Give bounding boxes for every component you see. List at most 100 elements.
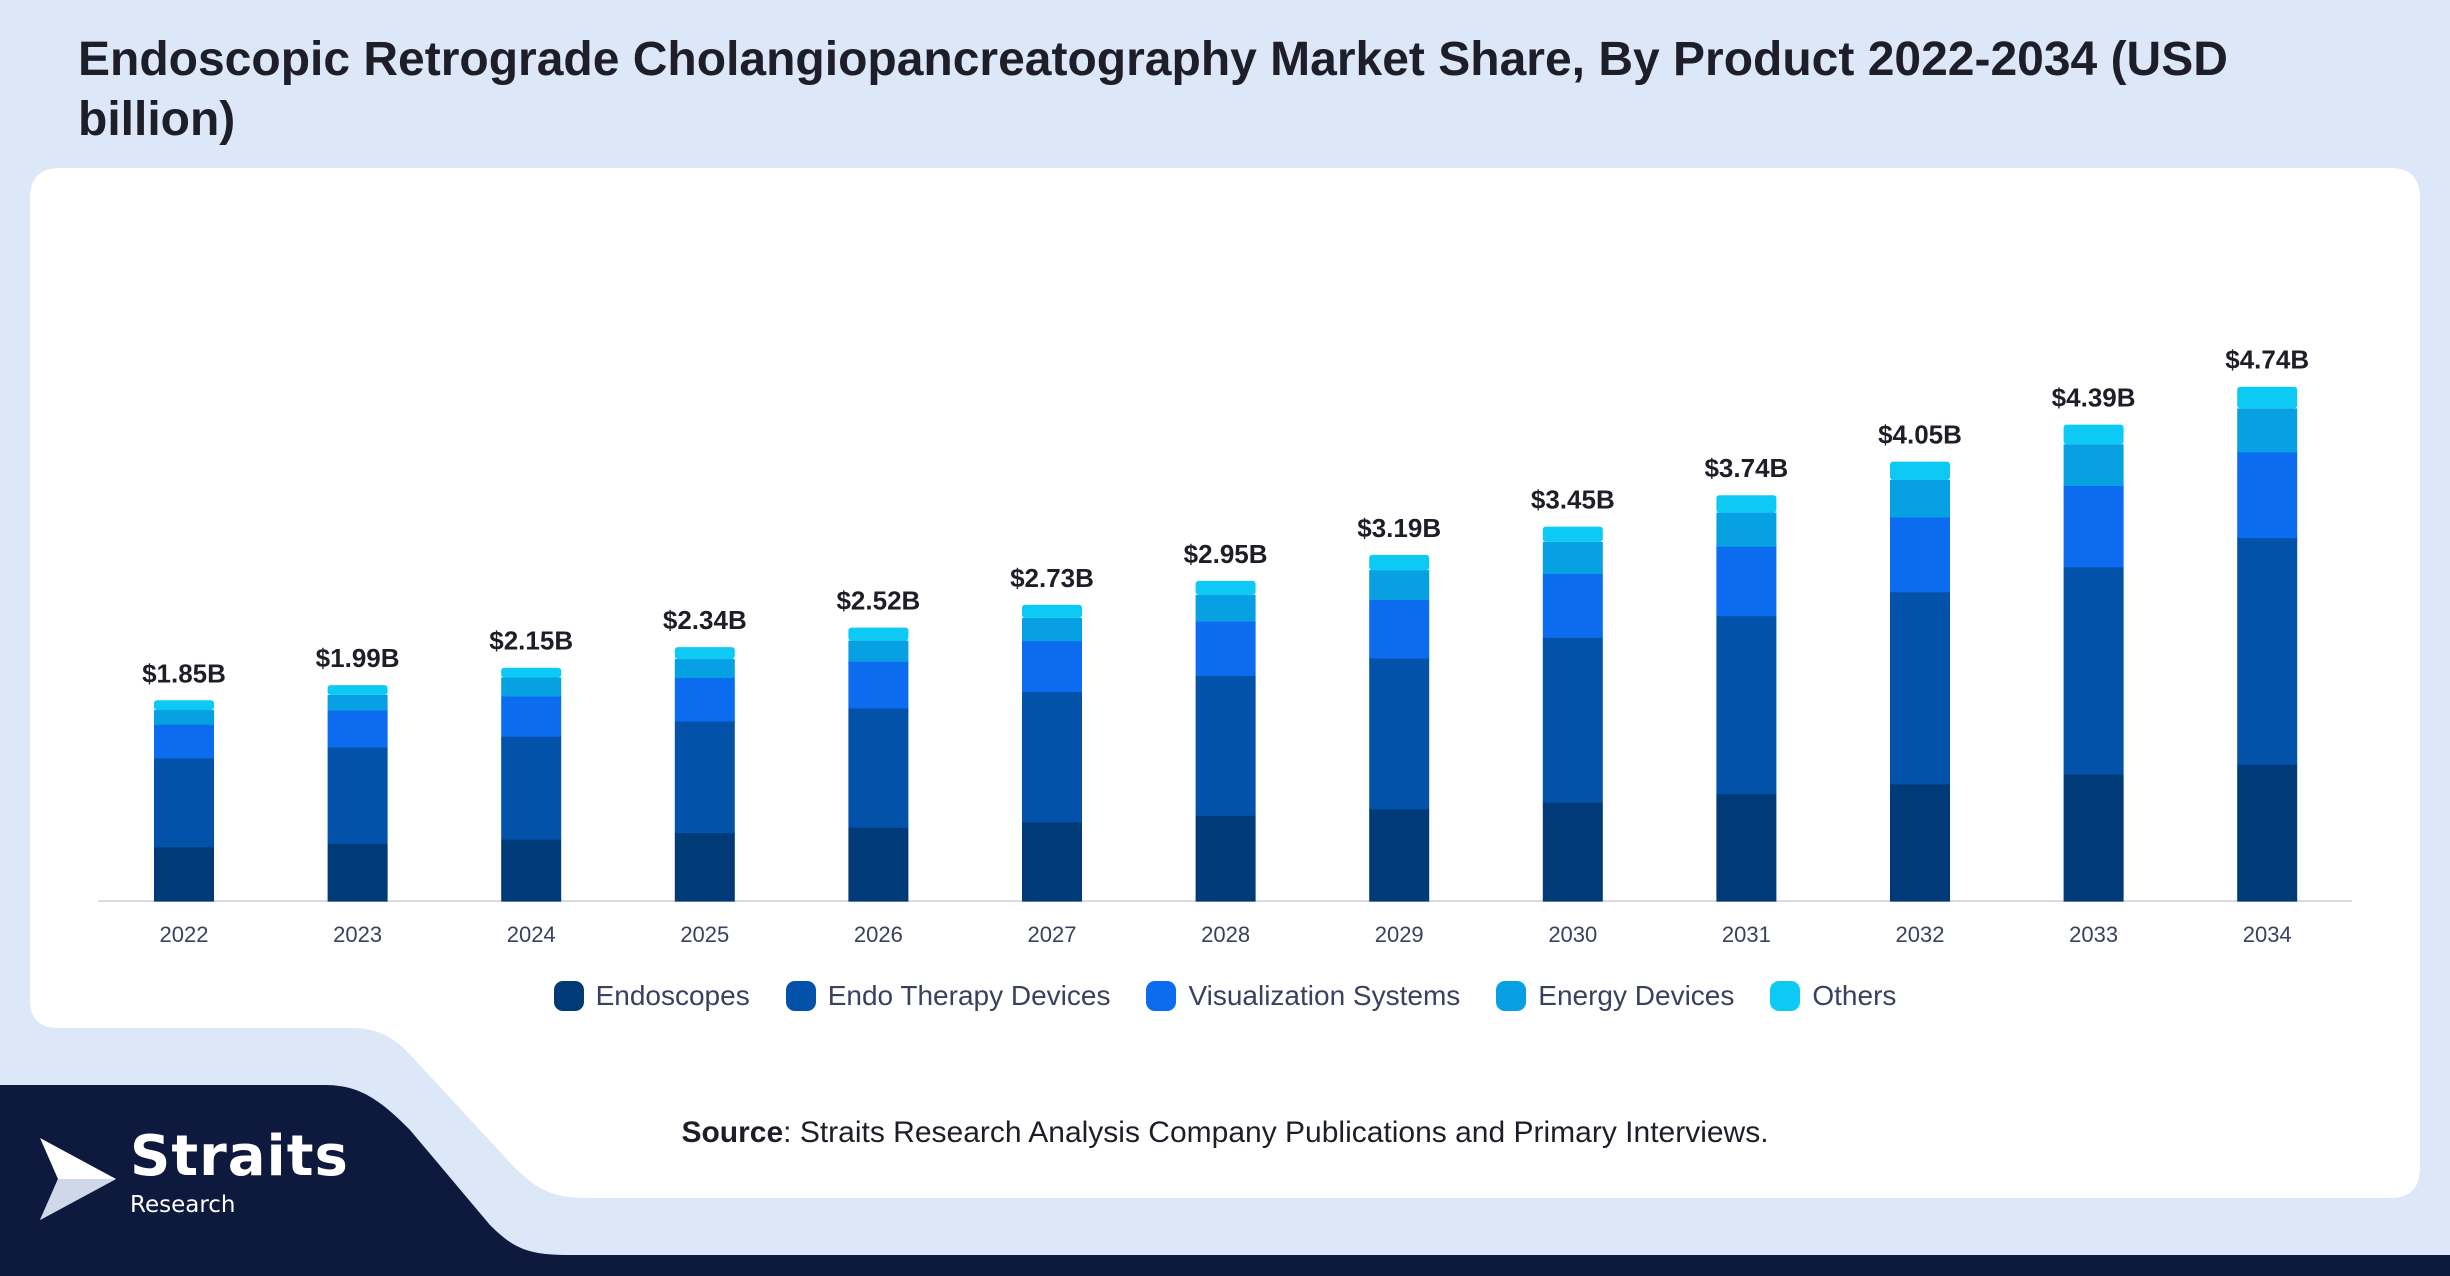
total-label-2022: $1.85B (142, 658, 226, 688)
total-label-2030: $3.45B (1531, 485, 1615, 515)
bar-segment-endoscopes-2030 (1542, 802, 1603, 902)
bar-segment-endoscopes-2022 (154, 846, 214, 902)
x-tick-label-2022: 2022 (160, 922, 209, 947)
bar-segment-energy-devices-2023 (327, 694, 388, 711)
bar-segment-visualization-systems-2029 (1369, 599, 1430, 659)
chart-title: Endoscopic Retrograde Cholangiopancreato… (78, 33, 2228, 146)
x-tick-label-2023: 2023 (333, 922, 382, 947)
bar-segment-endoscopes-2034 (2237, 764, 2298, 902)
bar-segment-others-2025 (674, 647, 735, 660)
bar-segment-endoscopes-2023 (327, 843, 388, 902)
bar-segment-endo-therapy-devices-2029 (1369, 657, 1430, 810)
bar-segment-endoscopes-2028 (1195, 815, 1256, 902)
bar-segment-visualization-systems-2022 (154, 724, 214, 759)
bar-segment-visualization-systems-2033 (2063, 485, 2124, 568)
bar-segment-others-2033 (2063, 424, 2124, 445)
bar-segment-others-2029 (1369, 554, 1430, 571)
bar-segment-energy-devices-2027 (1022, 617, 1082, 642)
bar-segment-energy-devices-2033 (2063, 444, 2124, 487)
logo-arrow-icon (40, 1138, 116, 1220)
legend-label-visualization-systems: Visualization Systems (1188, 980, 1461, 1011)
bar-segment-others-2034 (2237, 386, 2298, 409)
bar-segment-visualization-systems-2024 (501, 695, 562, 737)
x-tick-label-2033: 2033 (2069, 922, 2118, 947)
bar-segment-others-2030 (1542, 526, 1603, 542)
x-tick-label-2026: 2026 (854, 922, 903, 947)
bar-segment-others-2024 (501, 667, 562, 678)
bar-segment-others-2031 (1716, 495, 1777, 513)
source-note: Source: Straits Research Analysis Compan… (0, 1116, 2450, 1150)
bar-segment-endoscopes-2031 (1716, 793, 1777, 902)
bar-segment-endo-therapy-devices-2025 (674, 720, 735, 834)
legend-swatch-energy-devices (1496, 981, 1527, 1011)
bar-segment-endoscopes-2026 (848, 827, 909, 902)
x-tick-label-2025: 2025 (680, 922, 729, 947)
x-tick-label-2024: 2024 (507, 922, 556, 947)
legend-swatch-others (1770, 981, 1801, 1011)
legend-label-endoscopes: Endoscopes (595, 980, 750, 1011)
bar-segment-others-2026 (848, 627, 909, 641)
bar-segment-endo-therapy-devices-2027 (1022, 691, 1082, 823)
bar-segment-others-2032 (1890, 461, 1950, 481)
x-tick-label-2031: 2031 (1722, 922, 1771, 947)
legend-item-others: Others (1770, 980, 1896, 1012)
x-tick-label-2027: 2027 (1028, 922, 1077, 947)
bar-segment-visualization-systems-2030 (1542, 573, 1603, 638)
bar-segment-energy-devices-2026 (848, 640, 909, 662)
total-label-2033: $4.39B (2052, 383, 2136, 413)
bar-segment-others-2027 (1022, 604, 1082, 618)
legend-swatch-visualization-systems (1146, 981, 1177, 1011)
bar-segment-endo-therapy-devices-2024 (501, 736, 562, 840)
bar-segment-endo-therapy-devices-2030 (1542, 637, 1603, 803)
total-label-2024: $2.15B (489, 626, 573, 656)
chart-legend: Endoscopes Endo Therapy Devices Visualizat… (0, 980, 2450, 1012)
legend-swatch-endoscopes (553, 981, 584, 1011)
legend-item-endoscopes: Endoscopes (553, 980, 750, 1012)
total-label-2034: $4.74B (2225, 345, 2309, 375)
bar-segment-others-2022 (154, 700, 214, 711)
legend-label-energy-devices: Energy Devices (1538, 980, 1735, 1011)
bar-segment-energy-devices-2028 (1195, 595, 1256, 622)
legend-label-others: Others (1812, 980, 1897, 1011)
bar-segment-visualization-systems-2027 (1022, 640, 1082, 693)
x-tick-label-2032: 2032 (1896, 922, 1945, 947)
total-label-2027: $2.73B (1010, 563, 1094, 593)
total-label-2029: $3.19B (1357, 513, 1441, 543)
bar-segment-endo-therapy-devices-2026 (848, 707, 909, 828)
bar-segment-visualization-systems-2023 (327, 710, 388, 748)
bar-segment-endo-therapy-devices-2028 (1195, 675, 1256, 816)
source-label: Source (681, 1116, 784, 1149)
bar-segment-endoscopes-2027 (1022, 821, 1082, 902)
legend-item-endo-therapy-devices: Endo Therapy Devices (785, 980, 1111, 1012)
total-label-2032: $4.05B (1878, 420, 1962, 450)
bar-segment-energy-devices-2029 (1369, 570, 1430, 600)
total-label-2025: $2.34B (663, 605, 747, 635)
bar-segment-energy-devices-2022 (154, 710, 214, 725)
bar-segment-endoscopes-2032 (1890, 783, 1950, 902)
bar-segment-visualization-systems-2031 (1716, 546, 1777, 617)
source-text: : Straits Research Analysis Company Publ… (783, 1116, 1769, 1149)
bar-segment-energy-devices-2025 (674, 659, 735, 679)
bar-segment-energy-devices-2024 (501, 677, 562, 697)
legend-label-endo-therapy-devices: Endo Therapy Devices (827, 980, 1111, 1011)
bar-segment-endoscopes-2033 (2063, 774, 2124, 902)
x-tick-label-2030: 2030 (1548, 922, 1597, 947)
bar-segment-visualization-systems-2034 (2237, 451, 2298, 539)
bar-segment-visualization-systems-2025 (674, 677, 735, 722)
bar-segment-endoscopes-2025 (674, 832, 735, 902)
bar-segment-others-2028 (1195, 580, 1256, 596)
total-label-2028: $2.95B (1184, 539, 1268, 569)
dark-footer-band (0, 1085, 2450, 1276)
bar-segment-energy-devices-2031 (1716, 512, 1777, 547)
bar-segment-visualization-systems-2028 (1195, 621, 1256, 676)
bar-segment-visualization-systems-2032 (1890, 516, 1950, 593)
bar-segment-others-2023 (327, 685, 388, 695)
x-tick-label-2028: 2028 (1201, 922, 1250, 947)
legend-item-energy-devices: Energy Devices (1496, 980, 1734, 1012)
bar-segment-energy-devices-2032 (1890, 480, 1950, 518)
bar-segment-visualization-systems-2026 (848, 661, 909, 709)
bar-segment-endoscopes-2024 (501, 839, 562, 902)
x-tick-label-2029: 2029 (1375, 922, 1424, 947)
total-label-2026: $2.52B (836, 586, 920, 616)
